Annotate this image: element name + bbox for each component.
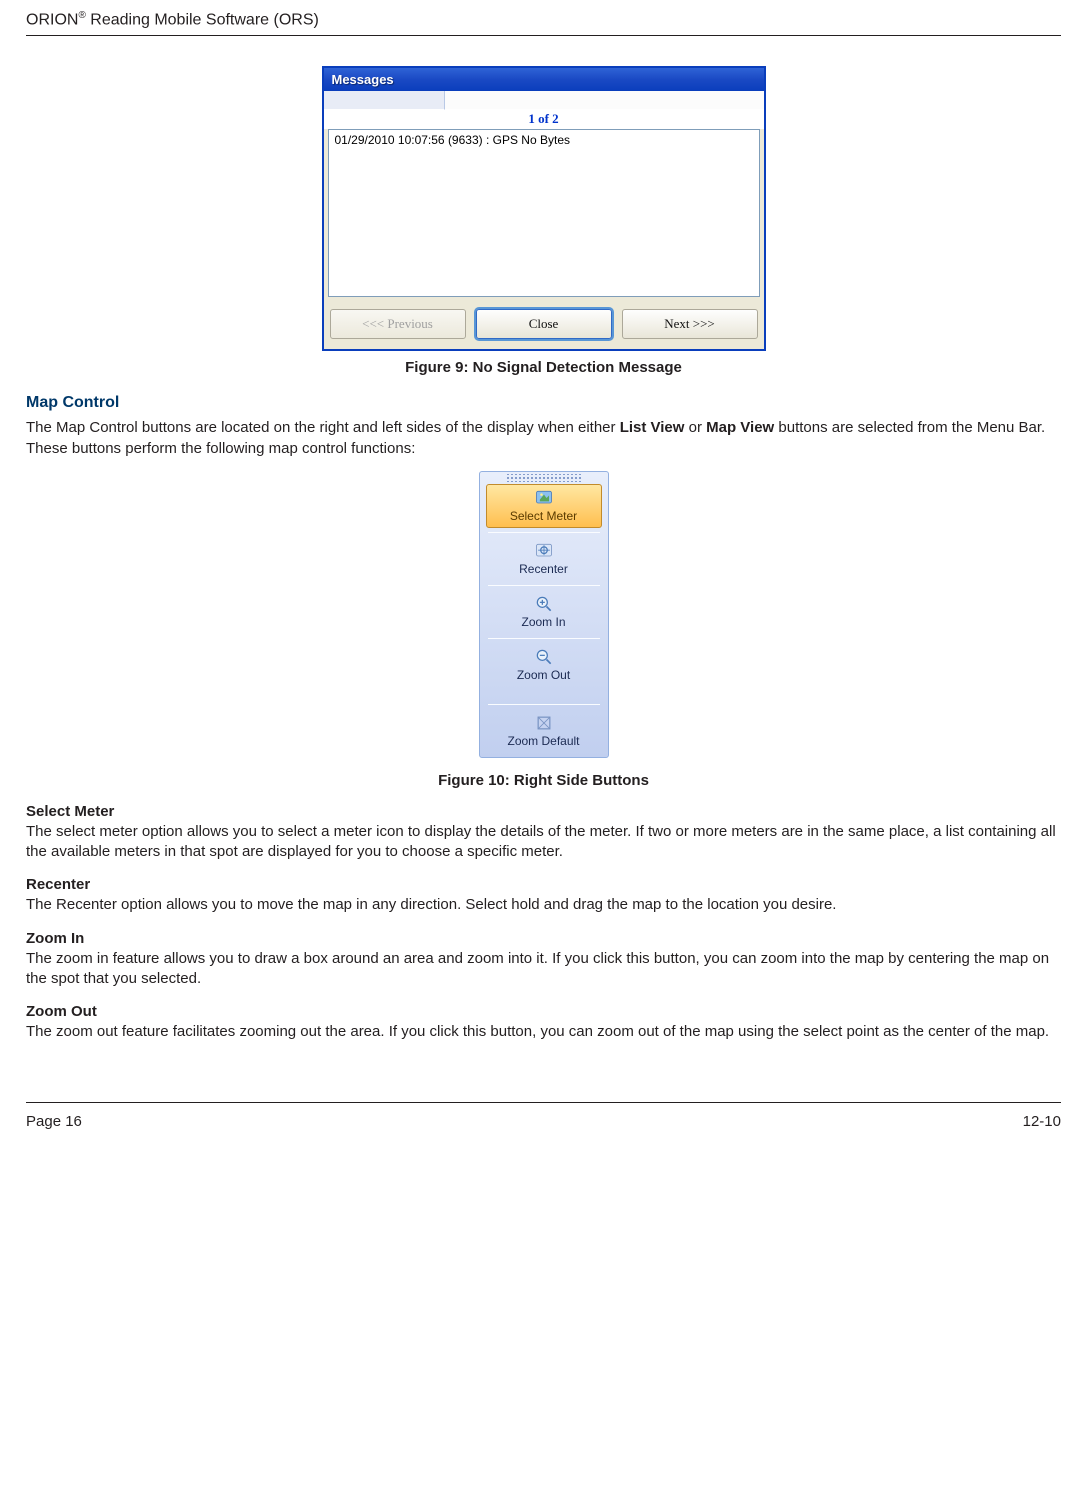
select-meter-label: Select Meter (510, 509, 577, 523)
mc-bold2: Map View (706, 419, 774, 436)
zoom-in-label: Zoom In (521, 615, 565, 629)
dialog-message-text: 01/29/2010 10:07:56 (9633) : GPS No Byte… (335, 133, 571, 147)
select-meter-icon (534, 488, 554, 508)
previous-button[interactable]: <<< Previous (330, 309, 466, 339)
zoom-default-label: Zoom Default (507, 734, 579, 748)
toolbar-separator (488, 638, 600, 639)
zoom-default-button[interactable]: Zoom Default (486, 709, 602, 753)
figure10-caption: Figure 10: Right Side Buttons (26, 772, 1061, 789)
header-prefix: ORION (26, 11, 78, 28)
mc-pre: The Map Control buttons are located on t… (26, 419, 620, 436)
select-meter-body: The select meter option allows you to se… (26, 822, 1061, 863)
zoom-default-icon (534, 713, 554, 733)
footer-right: 12-10 (1023, 1113, 1061, 1130)
footer-left: Page 16 (26, 1113, 82, 1130)
toolbar-separator-large (488, 692, 600, 700)
header-suffix: Reading Mobile Software (ORS) (86, 11, 319, 28)
select-meter-heading: Select Meter (26, 803, 1061, 820)
map-control-body: The Map Control buttons are located on t… (26, 418, 1061, 459)
next-button[interactable]: Next >>> (622, 309, 758, 339)
page-header: ORION® Reading Mobile Software (ORS) (26, 10, 1061, 29)
map-control-heading: Map Control (26, 394, 1061, 412)
select-meter-button[interactable]: Select Meter (486, 484, 602, 528)
recenter-icon (534, 541, 554, 561)
toolbar-grip (506, 474, 582, 482)
zoom-in-body: The zoom in feature allows you to draw a… (26, 949, 1061, 990)
footer-rule (26, 1102, 1061, 1103)
recenter-label: Recenter (519, 562, 568, 576)
mc-bold1: List View (620, 419, 685, 436)
zoom-in-heading: Zoom In (26, 930, 1061, 947)
zoom-out-icon (534, 647, 554, 667)
messages-dialog: Messages 1 of 2 01/29/2010 10:07:56 (963… (322, 66, 766, 351)
figure9-caption: Figure 9: No Signal Detection Message (26, 359, 1061, 376)
dialog-counter: 1 of 2 (324, 109, 764, 129)
close-button[interactable]: Close (476, 309, 612, 339)
toolbar-separator (488, 585, 600, 586)
zoom-in-button[interactable]: Zoom In (486, 590, 602, 634)
zoom-out-button[interactable]: Zoom Out (486, 643, 602, 687)
header-rule (26, 35, 1061, 36)
recenter-button[interactable]: Recenter (486, 537, 602, 581)
toolbar-separator (488, 532, 600, 533)
page-footer: Page 16 12-10 (26, 1113, 1061, 1130)
recenter-body: The Recenter option allows you to move t… (26, 895, 1061, 915)
dialog-titlebar: Messages (324, 68, 764, 91)
mc-mid: or (684, 419, 706, 436)
zoom-out-heading: Zoom Out (26, 1003, 1061, 1020)
zoom-out-body: The zoom out feature facilitates zooming… (26, 1022, 1061, 1042)
zoom-out-label: Zoom Out (517, 668, 570, 682)
recenter-heading: Recenter (26, 876, 1061, 893)
dialog-tabstrip (324, 91, 764, 109)
header-reg: ® (78, 10, 85, 21)
toolbar-separator (488, 704, 600, 705)
map-toolbar: Select Meter Recenter Zoom In (479, 471, 609, 758)
dialog-message-box: 01/29/2010 10:07:56 (9633) : GPS No Byte… (328, 129, 760, 297)
zoom-in-icon (534, 594, 554, 614)
